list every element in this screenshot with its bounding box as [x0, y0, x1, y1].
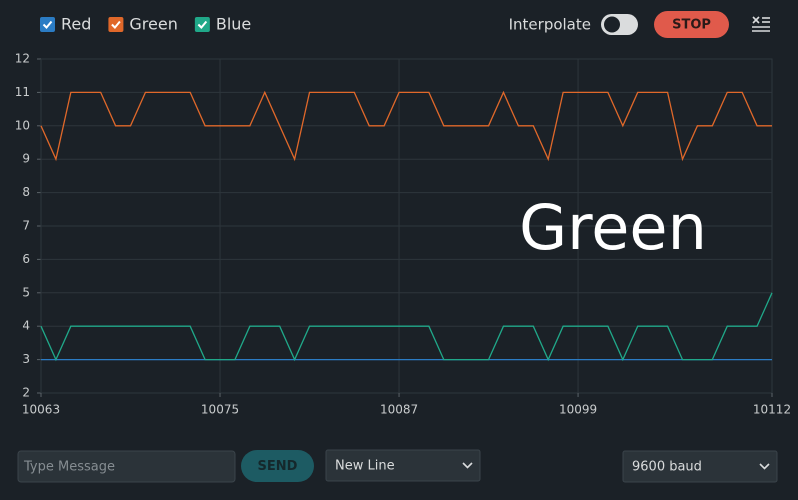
toggle-knob	[604, 16, 620, 33]
annotation: Green	[519, 191, 707, 264]
select-arrow	[759, 463, 770, 470]
line-ending-select[interactable]	[325, 449, 481, 482]
x-tick-label: 10063	[22, 403, 60, 417]
interpolate-label: Interpolate	[509, 16, 591, 34]
legend-label: Blue	[216, 15, 251, 34]
legend-checkbox[interactable]	[108, 17, 124, 32]
y-tick-label: 2	[22, 386, 30, 400]
y-tick-label: 5	[22, 285, 30, 299]
y-tick-label: 9	[22, 152, 30, 166]
select-arrow	[462, 462, 473, 469]
baud-value: 9600 baud	[632, 460, 702, 475]
series-line	[40, 292, 773, 362]
legend: Red Green Blue	[40, 15, 251, 34]
series-line	[40, 90, 772, 162]
x-tick-label: 10087	[380, 403, 418, 417]
y-tick-label: 7	[22, 219, 30, 233]
legend-checkbox[interactable]	[194, 17, 210, 32]
baud-select[interactable]	[622, 450, 778, 483]
x-tick-label: 10075	[201, 403, 239, 417]
y-tick-label: 6	[22, 252, 30, 266]
y-tick-label: 3	[22, 352, 30, 366]
checkmark	[197, 20, 208, 29]
y-tick-label: 11	[15, 85, 30, 99]
line-ending-value: New Line	[335, 459, 395, 474]
message-placeholder: Type Message	[23, 460, 115, 475]
y-tick-label: 10	[15, 118, 30, 132]
checkmark	[111, 20, 121, 29]
legend-label: Green	[129, 15, 177, 34]
clear-button[interactable]	[752, 16, 770, 32]
y-tick-label: 8	[22, 185, 30, 199]
send-label: SEND	[258, 459, 298, 474]
legend-checkbox[interactable]	[40, 17, 55, 32]
y-tick-label: 12	[15, 52, 30, 66]
message-input[interactable]	[17, 450, 236, 483]
legend-label: Red	[61, 15, 91, 34]
y-tick-label: 4	[22, 319, 30, 333]
plot: 2 3 4 5 6 7 8 9 10 11 12 10063 10075 10087 10099 10112	[15, 52, 791, 417]
send-button[interactable]	[241, 450, 314, 482]
x-tick-label: 10112	[753, 403, 791, 417]
stop-button[interactable]	[654, 11, 729, 38]
x-tick-label: 10099	[559, 403, 597, 417]
stop-label: STOP	[672, 18, 711, 33]
checkmark	[42, 20, 53, 29]
